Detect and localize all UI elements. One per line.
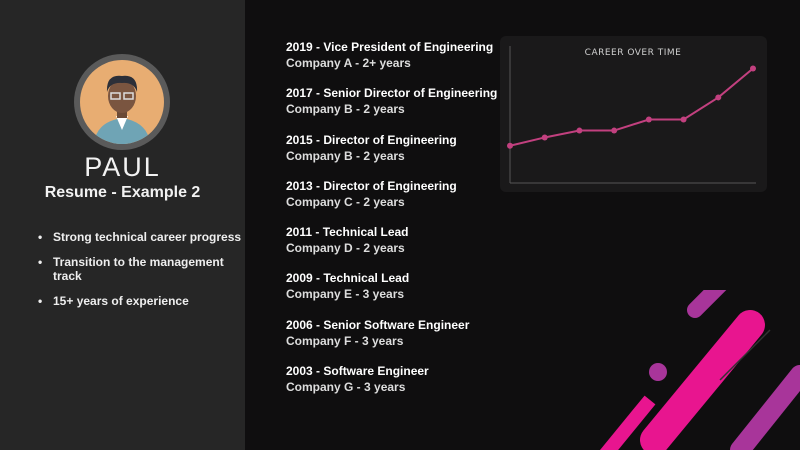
data-point <box>611 127 618 134</box>
data-point <box>541 134 548 141</box>
career-chart: CAREER OVER TIME <box>500 36 767 192</box>
entry-company: Company G - 3 years <box>286 380 406 395</box>
data-point <box>750 65 756 72</box>
entry-title: 2013 - Director of Engineering <box>286 178 457 193</box>
entry-company: Company F - 3 years <box>286 333 404 348</box>
timeline-entry: 2003 - Software Engineer Company G - 3 ye… <box>286 364 497 410</box>
timeline-entry: 2006 - Senior Software Engineer Company F… <box>286 318 497 364</box>
timeline-entry: 2011 - Technical Lead Company D - 2 years <box>286 225 497 271</box>
timeline-entry: 2013 - Director of Engineering Company C … <box>286 179 497 225</box>
data-point <box>507 142 513 149</box>
chart-title: CAREER OVER TIME <box>585 48 682 58</box>
entry-company: Company B - 2 years <box>286 102 405 117</box>
entry-company: Company B - 2 years <box>286 148 405 163</box>
person-icon <box>94 75 150 144</box>
timeline-entry: 2017 - Senior Director of Engineering Com… <box>286 86 497 132</box>
profile-panel: PAUL Resume - Example 2 Strong technical… <box>0 0 245 450</box>
chart-svg: CAREER OVER TIME <box>507 46 756 184</box>
data-point <box>680 116 687 123</box>
entry-company: Company C - 2 years <box>286 194 405 209</box>
timeline-entry: 2015 - Director of Engineering Company B … <box>286 133 497 179</box>
highlight-item: Strong technical career progress <box>38 230 245 244</box>
highlights-list: Strong technical career progress Transit… <box>38 230 245 319</box>
avatar <box>74 54 170 150</box>
highlight-item: 15+ years of experience <box>38 294 245 308</box>
career-timeline: 2019 - Vice President of Engineering Comp… <box>286 40 497 410</box>
series-line <box>509 67 754 147</box>
timeline-entry: 2019 - Vice President of Engineering Comp… <box>286 40 497 86</box>
entry-company: Company E - 3 years <box>286 287 405 302</box>
entry-title: 2017 - Senior Director of Engineering <box>286 86 498 101</box>
decorative-stripes <box>600 290 800 450</box>
data-point <box>576 127 583 134</box>
entry-title: 2011 - Technical Lead <box>286 225 409 240</box>
profile-subtitle: Resume - Example 2 <box>44 184 201 201</box>
highlight-item: Transition to the management track <box>38 255 245 283</box>
entry-title: 2006 - Senior Software Engineer <box>286 317 470 332</box>
entry-company: Company D - 2 years <box>286 241 405 256</box>
data-point <box>715 94 722 101</box>
entry-company: Company A - 2+ years <box>286 56 411 70</box>
timeline-entry: 2009 - Technical Lead Company E - 3 years <box>286 271 497 317</box>
entry-title: 2019 - Vice President of Engineering <box>286 40 494 54</box>
entry-title: 2009 - Technical Lead <box>286 271 410 286</box>
entry-title: 2003 - Software Engineer <box>286 364 429 379</box>
profile-name: PAUL <box>84 152 161 182</box>
data-point <box>645 116 652 123</box>
entry-title: 2015 - Director of Engineering <box>286 132 457 147</box>
